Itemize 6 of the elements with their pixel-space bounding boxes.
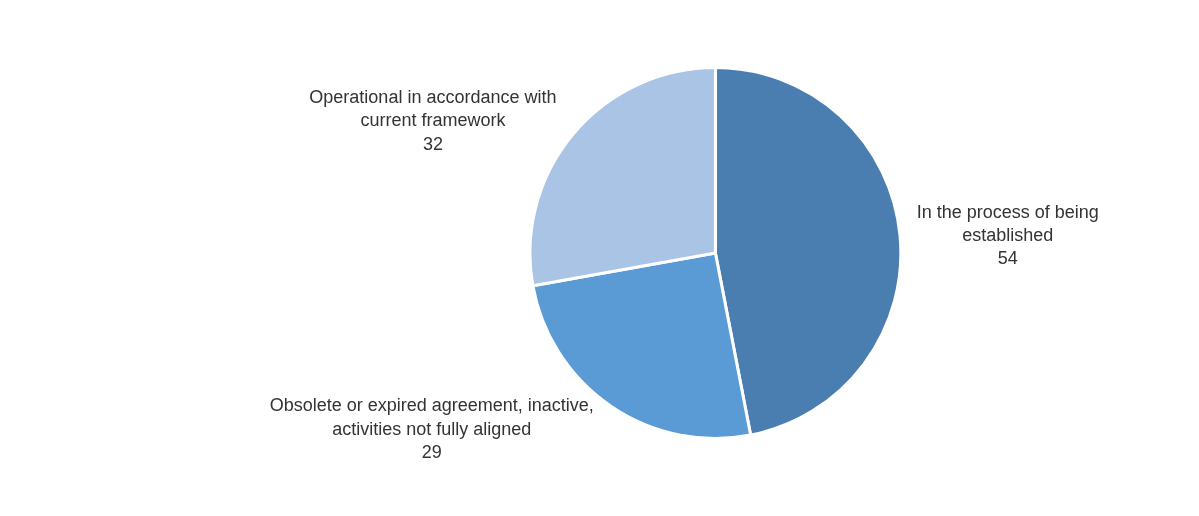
slice-label: Operational in accordance with current framework — [309, 86, 557, 131]
data-label: 29 — [421, 442, 442, 463]
data-label: 32 — [422, 133, 443, 154]
slice-label: In the process of being established — [916, 201, 1099, 245]
data-label: 54 — [997, 248, 1018, 269]
slice-label: Obsolete or expired agreement, inactive, activities not fully aligned — [269, 395, 594, 439]
